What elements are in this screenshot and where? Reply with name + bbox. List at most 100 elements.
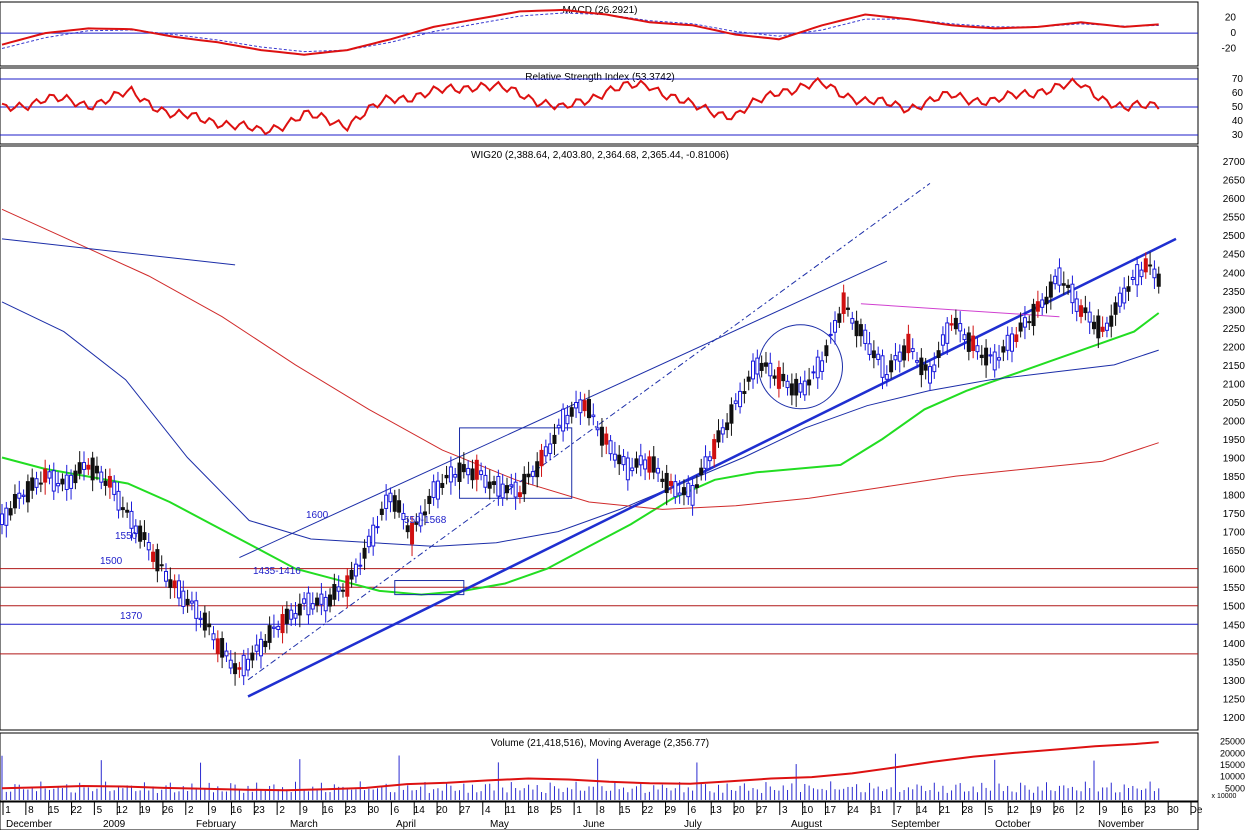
candle-body	[336, 586, 341, 592]
candle-body	[1031, 303, 1036, 327]
candle-body	[828, 333, 833, 336]
candle-body	[621, 456, 626, 466]
candle-body	[1009, 333, 1014, 352]
candle-body	[1057, 267, 1062, 286]
candle-body	[358, 564, 363, 567]
candle-body	[479, 470, 484, 475]
volume-tick-label: 5000	[1225, 783, 1245, 793]
candle-body	[768, 362, 773, 377]
x-month-label: December	[6, 819, 53, 830]
candle-body	[120, 507, 125, 511]
candle-body	[1148, 264, 1153, 267]
candle-body	[785, 380, 790, 389]
candle-body	[8, 508, 13, 516]
candle-body	[64, 474, 69, 491]
price-tick-label: 2250	[1223, 324, 1246, 335]
candle-body	[258, 638, 263, 657]
candle-body	[902, 345, 907, 361]
x-day-label: 16	[231, 805, 243, 816]
x-month-label: June	[583, 819, 605, 830]
price-tick-label: 1700	[1223, 528, 1246, 539]
candle-body	[1100, 326, 1105, 332]
candle-body	[569, 407, 574, 417]
candle-body	[254, 644, 259, 652]
price-tick-label: 1250	[1223, 694, 1246, 705]
moving-average-green	[1, 312, 1160, 596]
x-day-label: 7	[896, 805, 902, 816]
candle-body	[1044, 296, 1049, 305]
candle-body	[427, 495, 432, 504]
moving-average-red	[1, 208, 1159, 510]
candle-body	[56, 482, 61, 487]
candle-body	[876, 353, 881, 360]
x-day-label: 19	[140, 805, 152, 816]
candle-body	[906, 333, 911, 354]
candle-body	[539, 449, 544, 467]
candle-body	[1122, 287, 1127, 304]
x-day-label: 2	[1079, 805, 1085, 816]
x-month-label: November	[1098, 819, 1145, 830]
candle-body	[47, 471, 52, 479]
candle-body	[431, 481, 436, 498]
annotation-1500: 1500	[100, 556, 123, 567]
x-day-label: 20	[734, 805, 746, 816]
x-day-label: 30	[368, 805, 380, 816]
candle-body	[958, 323, 963, 332]
volume-unit: x 10000	[1212, 793, 1237, 800]
candle-body	[772, 375, 777, 379]
candle-body	[690, 485, 695, 506]
candle-body	[340, 589, 345, 592]
macd-tick-label: -20	[1222, 44, 1237, 55]
candle-body	[781, 373, 786, 382]
x-day-label: De	[1190, 805, 1203, 816]
candle-body	[457, 462, 462, 482]
candle-body	[1022, 317, 1027, 328]
candle-body	[125, 509, 130, 513]
candle-body	[517, 492, 522, 498]
gap-box	[394, 580, 465, 596]
candle-body	[526, 473, 531, 478]
candle-body	[410, 522, 415, 545]
candle-body	[1143, 258, 1148, 273]
price-tick-label: 2200	[1223, 342, 1246, 353]
price-panel: WIG20 (2,388.64, 2,403.80, 2,364.68, 2,3…	[0, 145, 1246, 731]
candle-body	[276, 625, 281, 631]
candle-body	[284, 608, 289, 624]
candle-body	[556, 424, 561, 429]
price-tick-label: 2150	[1223, 361, 1246, 372]
price-tick-label: 2700	[1223, 157, 1246, 168]
candle-body	[43, 468, 48, 483]
candle-body	[1053, 275, 1058, 285]
rsi-line	[1, 76, 1160, 136]
main-uptrend-line	[247, 237, 1177, 698]
x-axis: 1 8 15 22 5 12 19 26 2 9 16 23 2 9 16 23 30 6 14 20 27 4 11 18 2…	[0, 801, 1203, 830]
candle-body	[673, 481, 678, 498]
price-tick-label: 2400	[1223, 268, 1246, 279]
candle-body	[867, 343, 872, 355]
candle-body	[215, 638, 220, 654]
candle-body	[763, 362, 768, 367]
candle-body	[647, 456, 652, 473]
candle-body	[1096, 315, 1101, 339]
candle-body	[371, 524, 376, 547]
candle-body	[1156, 273, 1161, 287]
candle-body	[159, 564, 164, 567]
candle-body	[181, 590, 186, 607]
candle-body	[448, 466, 453, 483]
price-tick-label: 1350	[1223, 657, 1246, 668]
candle-body	[630, 467, 635, 472]
candle-body	[129, 510, 134, 529]
candle-body	[17, 492, 22, 499]
candle-body	[509, 484, 514, 487]
x-day-label: 23	[254, 805, 266, 816]
candle-body	[742, 391, 747, 394]
candle-body	[1066, 284, 1071, 288]
candle-body	[25, 481, 30, 503]
candle-body	[656, 467, 661, 474]
candle-body	[1109, 315, 1114, 327]
rsi-tick-label: 70	[1232, 74, 1244, 85]
candle-body	[241, 654, 246, 677]
candle-body	[910, 348, 915, 353]
candle-body	[582, 400, 587, 412]
price-tick-label: 1750	[1223, 509, 1246, 520]
